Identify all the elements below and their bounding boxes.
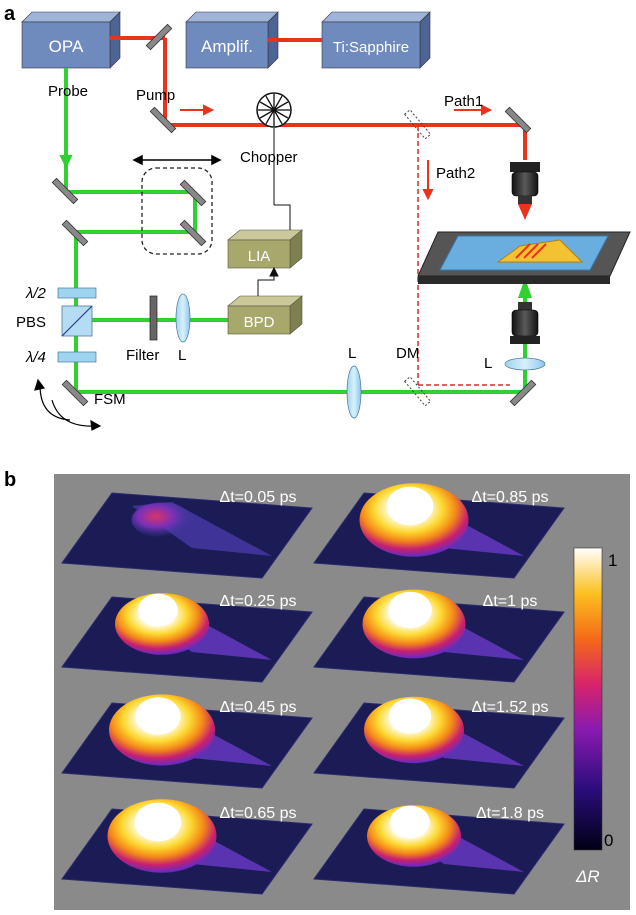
pump-label: Pump	[136, 87, 175, 104]
lens-mid-label: L	[348, 345, 356, 362]
lambda-quarter-label: λ/4	[25, 349, 46, 366]
lia-label: LIA	[248, 248, 271, 265]
delay-label: Δt=0.85 ps	[472, 489, 549, 506]
fsm-label: FSM	[94, 391, 126, 408]
pbs-cube	[61, 305, 93, 337]
delay-stage	[141, 167, 213, 255]
lens-right	[504, 357, 546, 371]
lia-box: LIA	[227, 229, 303, 269]
delay-label: Δt=0.25 ps	[220, 593, 297, 610]
objective-top	[510, 162, 540, 220]
delay-label: Δt=1.52 ps	[472, 699, 549, 716]
delay-label: Δt=1 ps	[483, 593, 538, 610]
objective-bottom	[510, 278, 540, 344]
chopper-wheel	[256, 92, 292, 205]
bpd-label: BPD	[244, 314, 275, 331]
lambda-half-label: λ/2	[25, 285, 47, 302]
delay-label: Δt=0.45 ps	[220, 699, 297, 716]
probe-label: Probe	[48, 83, 88, 100]
delay-frame: Δt=1.52 ps	[313, 696, 565, 789]
colorbar-title: ΔR	[575, 867, 600, 886]
lens-left	[175, 293, 191, 343]
amplifier-label: Amplif.	[201, 37, 253, 56]
pump-beam	[110, 36, 527, 160]
dm-label: DM	[396, 345, 419, 362]
signal-wires	[257, 204, 291, 296]
path2-label: Path2	[436, 165, 475, 182]
panel-a-label: a	[4, 3, 16, 25]
pump-arrows	[180, 104, 493, 201]
delay-frame: Δt=1 ps	[313, 589, 565, 683]
sample-stage	[417, 231, 631, 284]
delay-label: Δt=0.05 ps	[220, 489, 297, 506]
colorbar	[573, 547, 603, 851]
dm-splitter	[403, 376, 432, 407]
delay-frame: Δt=0.65 ps	[61, 799, 313, 895]
delay-frame: Δt=1.8 ps	[313, 805, 565, 895]
colorbar-max-label: 1	[608, 551, 617, 570]
laser-box: Ti:Sapphire	[321, 11, 431, 69]
fsm-arrows	[34, 378, 102, 431]
path2-dashed	[417, 125, 510, 386]
filter-label: Filter	[126, 347, 159, 364]
filter-element	[149, 295, 158, 341]
laser-label: Ti:Sapphire	[333, 39, 409, 56]
pbs-label: PBS	[16, 314, 46, 331]
quarter-waveplate	[57, 351, 97, 363]
bpd-box: BPD	[227, 295, 303, 335]
opa-label: OPA	[49, 37, 84, 56]
chopper-label: Chopper	[240, 149, 298, 166]
opa-box: OPA	[21, 11, 121, 69]
delay-frame: Δt=0.45 ps	[61, 694, 313, 789]
delay-frame: Δt=0.85 ps	[313, 483, 565, 579]
half-waveplate	[57, 287, 97, 299]
probe-arrow	[59, 140, 73, 169]
delay-frame: Δt=0.05 ps	[61, 489, 313, 579]
response-peak	[131, 502, 193, 538]
path-splitter	[403, 109, 432, 140]
amplifier-box: Amplif.	[185, 11, 279, 69]
delay-arrow	[132, 154, 222, 166]
lens-right-label: L	[484, 355, 492, 372]
colorbar-min-label: 0	[604, 831, 613, 850]
panel-b-label: b	[4, 469, 16, 491]
lens-left-label: L	[178, 347, 186, 364]
path1-label: Path1	[444, 93, 483, 110]
delay-label: Δt=0.65 ps	[220, 805, 297, 822]
mirrors	[51, 23, 537, 407]
lens-mid	[346, 365, 362, 419]
delay-frame: Δt=0.25 ps	[61, 593, 313, 683]
delay-label: Δt=1.8 ps	[476, 805, 544, 822]
